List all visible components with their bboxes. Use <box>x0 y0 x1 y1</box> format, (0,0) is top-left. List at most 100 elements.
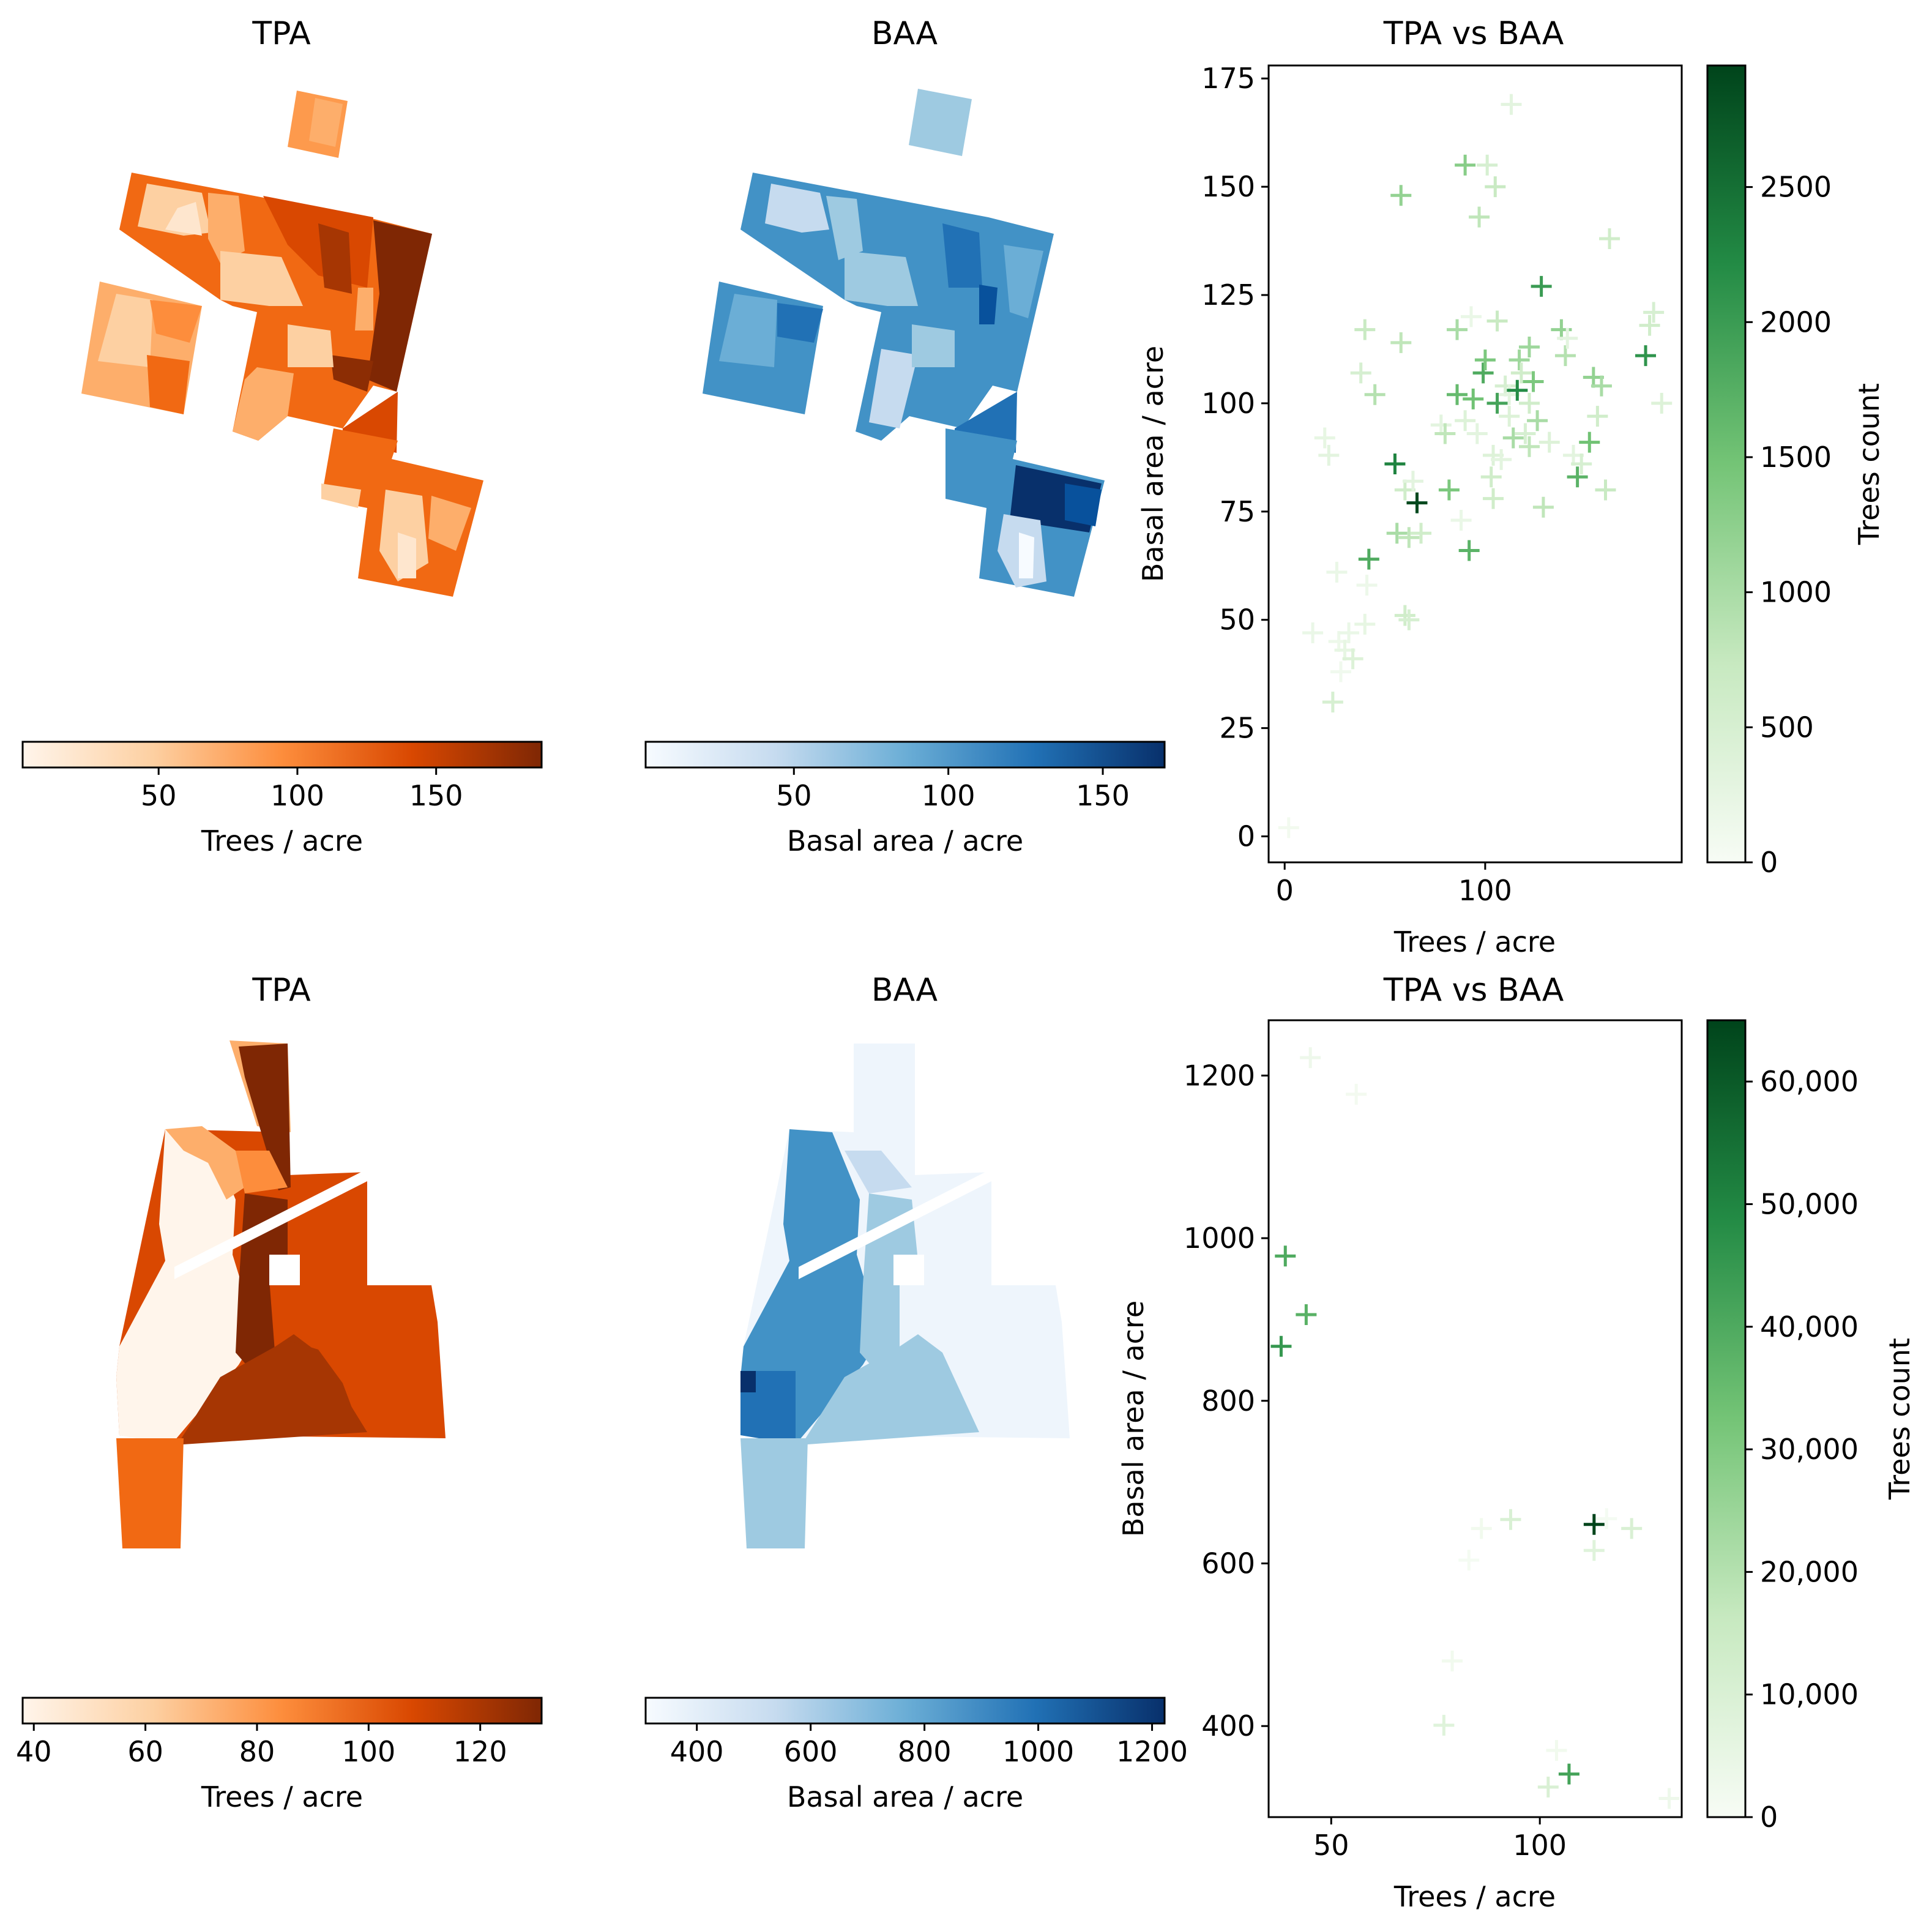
plot-frame <box>1267 1019 1683 1818</box>
map-region <box>979 285 998 324</box>
scatter-point <box>1515 423 1536 444</box>
scatter-point <box>1507 379 1528 401</box>
scatter-point <box>1509 349 1530 371</box>
panel-title: BAA <box>871 972 938 1009</box>
y-tick-label: 400 <box>1201 1709 1255 1742</box>
map-region <box>116 1438 184 1548</box>
y-tick-label: 1200 <box>1184 1059 1255 1092</box>
map-region <box>799 1169 991 1279</box>
map-region <box>288 324 334 367</box>
map-region <box>309 98 343 147</box>
map-region <box>428 496 471 551</box>
scatter-point <box>1583 1514 1605 1535</box>
y-tick-label: 175 <box>1201 62 1255 95</box>
scatter-point <box>1539 431 1560 453</box>
scatter-point <box>1330 661 1351 682</box>
map-region <box>869 349 918 428</box>
map-region <box>269 1255 300 1285</box>
scatter-point <box>1386 523 1408 544</box>
colorbar <box>21 1697 543 1725</box>
colorbar-tick-label: 1500 <box>1760 441 1832 474</box>
colorbar-ticks: 400 600 800 1000 1200 <box>670 1723 1188 1768</box>
colorbar <box>21 741 543 769</box>
scatter-point <box>1346 1083 1367 1105</box>
colorbar-label: Trees count <box>1883 1338 1916 1500</box>
panel-title: TPA <box>252 15 311 52</box>
scatter-point <box>1430 414 1452 436</box>
colorbar-tick-label: 1000 <box>1002 1735 1074 1768</box>
panel-title: BAA <box>871 15 938 52</box>
scatter-point <box>1460 306 1482 327</box>
colorbar-label: Basal area / acre <box>787 1780 1023 1813</box>
scatter-point <box>1463 388 1484 409</box>
baa-map-top <box>703 89 1105 597</box>
scatter-point <box>1583 1540 1605 1561</box>
colorbar-tick-label: 120 <box>453 1735 507 1768</box>
map-region <box>765 184 829 233</box>
y-tick-label: 800 <box>1201 1384 1255 1417</box>
colorbar-tick-label: 30,000 <box>1760 1433 1859 1466</box>
map-region <box>165 202 202 236</box>
scatter-point <box>1338 622 1360 643</box>
scatter-point <box>1510 362 1532 384</box>
map-region <box>288 1340 361 1432</box>
scatter-point <box>1270 1335 1292 1357</box>
colorbar <box>1706 64 1747 864</box>
scatter-point <box>1322 692 1343 713</box>
map-region <box>1019 532 1034 578</box>
scatter-point <box>1537 1776 1559 1798</box>
colorbar-tick-label: 400 <box>670 1735 724 1768</box>
scatter-point <box>1595 479 1616 501</box>
x-tick-label: 100 <box>1458 874 1512 907</box>
map-region <box>165 1126 245 1200</box>
map-region <box>321 484 361 508</box>
colorbar-tick-label: 150 <box>409 779 463 812</box>
colorbar-label: Trees / acre <box>201 1780 363 1813</box>
colorbar-tick-label: 40 <box>16 1735 52 1768</box>
scatter-point <box>1502 427 1524 449</box>
colorbar-tick-label: 60 <box>127 1735 163 1768</box>
map-region <box>740 1371 756 1392</box>
colorbar-tick-label: 0 <box>1760 846 1778 879</box>
y-tick-label: 0 <box>1237 820 1255 853</box>
colorbar-label: Trees count <box>1852 383 1885 545</box>
scatter-point <box>1455 410 1476 431</box>
map-region <box>845 1151 912 1193</box>
scatter-point <box>1406 492 1428 513</box>
scatter-point <box>1278 817 1299 838</box>
scatter-point <box>1300 1047 1321 1069</box>
panel-title: TPA vs BAA <box>1383 15 1564 52</box>
scatter-point <box>1494 375 1516 397</box>
scatter-point <box>1398 527 1420 548</box>
map-region <box>1065 484 1102 526</box>
scatter-point <box>1531 275 1552 297</box>
scatter-point <box>1474 349 1496 371</box>
scatter-point <box>1621 1518 1643 1539</box>
scatter-point <box>1434 423 1456 444</box>
scatter-point <box>1318 444 1340 466</box>
colorbar-ticks: 50 100 150 <box>141 767 463 812</box>
colorbar-tick-label: 50 <box>141 779 177 812</box>
scatter-point <box>1527 410 1548 431</box>
map-region <box>740 1438 808 1548</box>
scatter-point <box>1491 449 1512 470</box>
tpa-map-bottom <box>116 1040 446 1548</box>
x-axis-label: Trees / acre <box>1393 925 1556 958</box>
scatter-point <box>1480 466 1502 488</box>
colorbar-tick-label: 0 <box>1760 1801 1778 1834</box>
colorbar-tick-label: 50,000 <box>1760 1187 1859 1220</box>
colorbar-tick-label: 2500 <box>1760 171 1832 204</box>
scatter-point <box>1326 561 1348 583</box>
map-region <box>893 1255 924 1285</box>
colorbar-ticks: 40 60 80 100 120 <box>16 1723 507 1768</box>
plot-frame <box>1267 64 1683 864</box>
y-tick-label: 1000 <box>1184 1222 1255 1255</box>
scatter-point <box>1390 332 1412 353</box>
colorbar-ticks: 50 100 150 <box>776 767 1130 812</box>
scatter-point <box>1390 185 1412 206</box>
panel-title: TPA vs BAA <box>1383 972 1564 1009</box>
scatter-point <box>1639 315 1660 336</box>
scatter-point <box>1442 1650 1463 1671</box>
scatter-point <box>1469 206 1490 228</box>
scatter-point <box>1500 1509 1521 1530</box>
